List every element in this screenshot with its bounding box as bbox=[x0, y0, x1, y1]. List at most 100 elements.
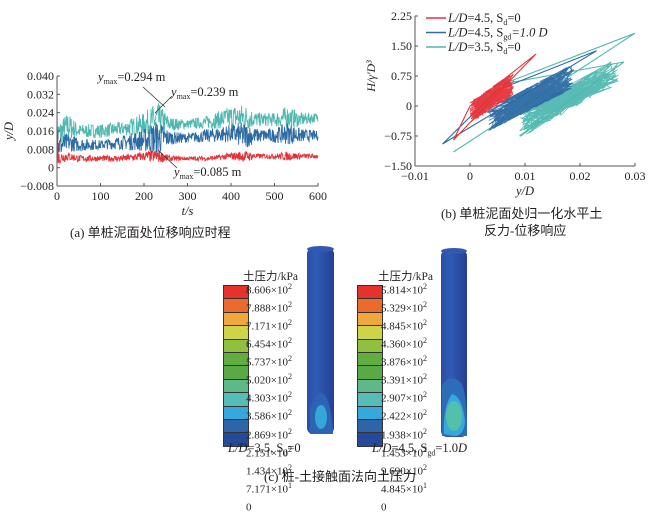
x-axis-label: t/s bbox=[182, 204, 194, 218]
colorbar-swatch bbox=[224, 339, 248, 353]
y-tick-label: −1.50 bbox=[384, 159, 412, 173]
colorbar-swatch bbox=[224, 379, 248, 394]
y-tick-label: 0 bbox=[406, 99, 412, 113]
y-tick-label: 0 bbox=[48, 161, 54, 175]
legend-label: L/D=4.5, Sgd=1.0 D bbox=[447, 26, 548, 42]
colorbar-swatch bbox=[224, 433, 248, 447]
colorbar-label: 0 bbox=[381, 501, 387, 514]
colorbar-swatch bbox=[224, 393, 248, 407]
colorbar-swatch bbox=[358, 379, 382, 394]
pile-1-body bbox=[307, 248, 334, 434]
colorbar-label: 4.360×102 bbox=[381, 336, 427, 351]
x-tick-label: 0 bbox=[467, 169, 473, 183]
x-tick-label: 600 bbox=[309, 189, 327, 203]
legend-label: L/D=3.5, Sd=0 bbox=[447, 40, 521, 56]
colorbar-label: 1.938×102 bbox=[381, 426, 427, 442]
y-tick-label: 0.032 bbox=[27, 87, 54, 101]
pile-1-contour bbox=[307, 246, 334, 434]
annotation-leader bbox=[154, 95, 173, 114]
x-tick-label: 0.01 bbox=[515, 169, 536, 183]
pile-1-caption: L/D=3.5, Sd=0 bbox=[228, 441, 301, 458]
chart-a-caption: (a) 单桩泥面处位移响应时程 bbox=[70, 225, 231, 240]
pile-2-legend-title: 土压力/kPa bbox=[378, 271, 433, 283]
colorbar-label: 1.453×102 bbox=[381, 444, 427, 460]
annotation-label: ymax=0.239 m bbox=[169, 85, 239, 101]
y-tick-label: −0.75 bbox=[384, 129, 412, 143]
y-tick-label: 0.008 bbox=[27, 142, 54, 156]
chart-b-caption-line2: 反力-位移响应 bbox=[484, 223, 567, 238]
pile-1-legend-title: 土压力/kPa bbox=[243, 271, 298, 283]
colorbar-swatch bbox=[224, 366, 248, 380]
colorbar-swatch bbox=[358, 419, 382, 434]
colorbar-swatch bbox=[224, 286, 248, 300]
series-line-1 bbox=[56, 122, 319, 169]
x-tick-label: 200 bbox=[135, 189, 153, 203]
colorbar-swatch bbox=[358, 339, 382, 353]
chart-b-series-group bbox=[442, 32, 636, 153]
annotation-label: ymax=0.085 m bbox=[172, 165, 242, 181]
pile-2-contour-peak bbox=[446, 401, 462, 431]
x-tick-label: 300 bbox=[179, 189, 197, 203]
y-tick-label: 0.016 bbox=[27, 124, 54, 138]
colorbar-label: 5.020×102 bbox=[246, 372, 292, 387]
colorbar-label: 4.845×102 bbox=[381, 318, 427, 333]
x-tick-label: 0.03 bbox=[625, 169, 646, 183]
pile-1-colorbar bbox=[223, 285, 249, 447]
colorbar-label: 1.434×102 bbox=[246, 462, 292, 478]
y-tick-label: −0.008 bbox=[20, 179, 54, 193]
colorbar-label: 7.171×102 bbox=[246, 318, 292, 333]
colorbar-label: 5.737×102 bbox=[246, 354, 292, 369]
y-axis-label: H/γ'D³ bbox=[364, 60, 378, 93]
series-bulk-1 bbox=[486, 65, 575, 131]
colorbar-label: 3.876×102 bbox=[381, 354, 427, 369]
y-tick-label: 0.75 bbox=[391, 69, 412, 83]
x-axis-label: y/D bbox=[514, 184, 534, 198]
x-tick-label: 500 bbox=[266, 189, 284, 203]
colorbar-swatch bbox=[358, 406, 382, 420]
colorbar-swatch bbox=[224, 419, 248, 434]
colorbar-label: 0 bbox=[246, 501, 252, 514]
series-loop-1 bbox=[442, 50, 597, 145]
y-axis-label: y/D bbox=[2, 122, 16, 142]
series-line-2 bbox=[56, 132, 319, 165]
x-tick-label: 0 bbox=[54, 189, 60, 203]
panel-c-caption: (c) 桩-土接触面法向土压力 bbox=[264, 469, 417, 484]
colorbar-label: 4.303×102 bbox=[246, 390, 292, 406]
colorbar-label: 7.888×102 bbox=[246, 300, 292, 315]
colorbar-label: 3.586×102 bbox=[246, 408, 292, 424]
colorbar-swatch bbox=[358, 352, 382, 367]
pile-2-contour bbox=[441, 248, 467, 437]
colorbar-label: 2.907×102 bbox=[381, 390, 427, 406]
colorbar-swatch bbox=[358, 433, 382, 447]
colorbar-swatch bbox=[358, 286, 382, 300]
x-tick-label: −0.01 bbox=[401, 169, 429, 183]
annotation-leader bbox=[157, 149, 178, 169]
colorbar-swatch bbox=[358, 326, 382, 340]
x-tick-label: 0.02 bbox=[570, 169, 591, 183]
annotation-leader bbox=[142, 86, 166, 108]
colorbar-swatch bbox=[224, 299, 248, 313]
colorbar-label: 6.454×102 bbox=[246, 336, 292, 351]
colorbar-swatch bbox=[224, 406, 248, 420]
pile-2-top bbox=[441, 248, 467, 254]
x-tick-label: 100 bbox=[92, 189, 110, 203]
colorbar-label: 2.151×102 bbox=[246, 444, 292, 460]
annotation-label: ymax=0.294 m bbox=[96, 70, 166, 86]
colorbar-swatch bbox=[358, 312, 382, 327]
colorbar-swatch bbox=[358, 299, 382, 313]
colorbar-swatch bbox=[358, 366, 382, 380]
colorbar-label: 2.422×102 bbox=[381, 408, 427, 424]
y-tick-label: 1.50 bbox=[391, 39, 412, 53]
colorbar-label: 5.329×102 bbox=[381, 300, 427, 315]
colorbar-label: 5.814×102 bbox=[381, 282, 427, 297]
y-tick-label: 0.040 bbox=[27, 69, 54, 83]
chart-a-series-group bbox=[56, 99, 319, 169]
colorbar-swatch bbox=[224, 326, 248, 340]
chart-b: −1.50 −0.75 0 0.75 1.50 2.25 −0.01 0 0.01 0.02 0.0… bbox=[364, 9, 646, 198]
pile-1-top bbox=[307, 246, 334, 252]
legend-label: L/D=4.5, Sd=0 bbox=[447, 11, 521, 27]
series-bulk-2 bbox=[519, 61, 620, 137]
